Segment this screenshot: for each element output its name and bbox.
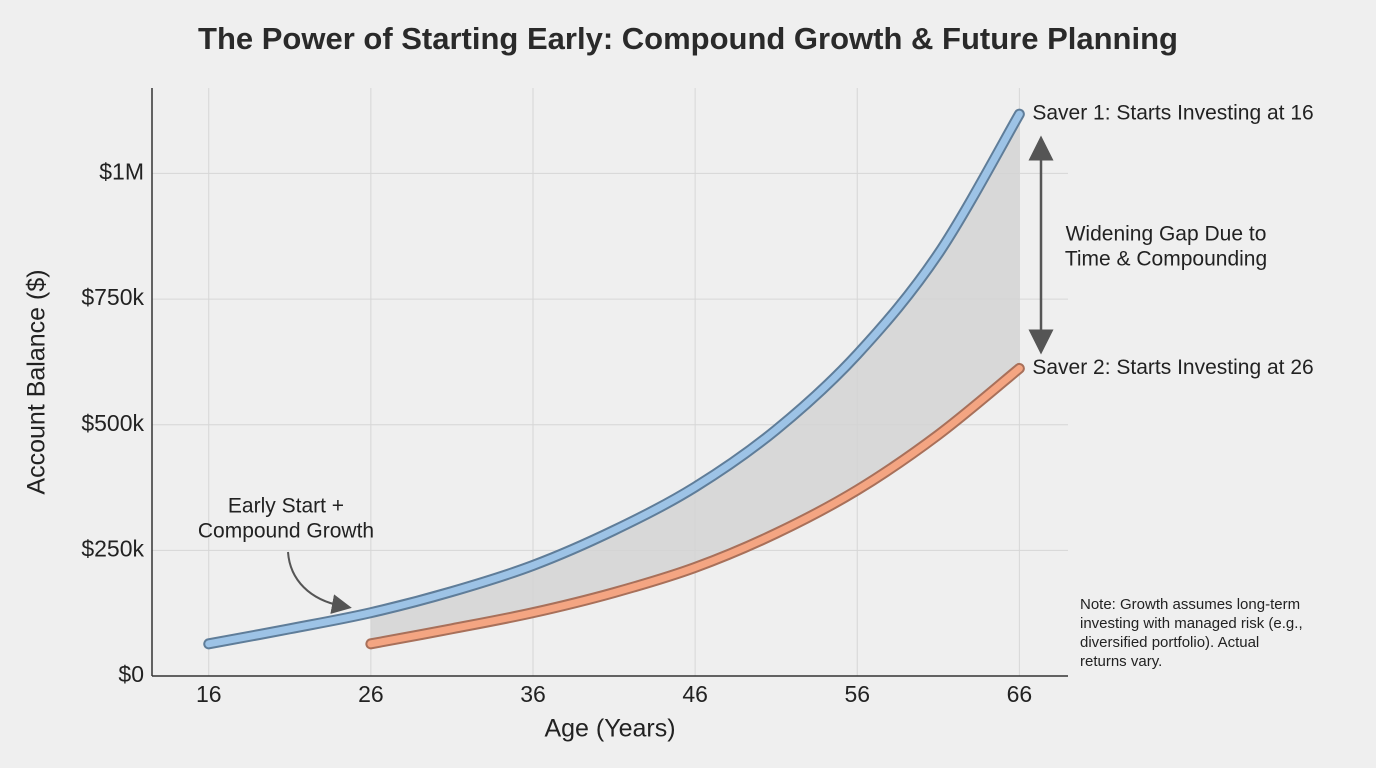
annotation: Time & Compounding: [1065, 248, 1267, 271]
x-tick-label: 66: [1007, 681, 1033, 707]
series-label: Saver 1: Starts Investing at 16: [1032, 102, 1313, 125]
line: [367, 364, 1023, 648]
y-tick-label: $0: [118, 661, 144, 687]
y-axis-label: Account Balance ($): [23, 269, 51, 494]
y-tick-label: $1M: [99, 159, 144, 185]
annotation: Widening Gap Due to: [1066, 223, 1267, 246]
series-label: Saver 2: Starts Investing at 26: [1032, 356, 1313, 379]
x-tick-label: 36: [520, 681, 546, 707]
note: returns vary.: [1080, 653, 1162, 670]
annotation: Early Start +: [228, 495, 344, 518]
x-tick-label: 16: [196, 681, 222, 707]
x-axis-label: Age (Years): [544, 715, 675, 743]
x-tick-label: 26: [358, 681, 384, 707]
chart-title: The Power of Starting Early: Compound Gr…: [198, 21, 1178, 56]
line: [205, 110, 1023, 648]
x-tick-label: 56: [844, 681, 870, 707]
y-tick-label: $250k: [81, 535, 144, 561]
y-tick-label: $500k: [81, 410, 144, 436]
x-tick-label: 46: [682, 681, 708, 707]
annotation: Compound Growth: [198, 520, 374, 543]
annotation-arrow: [287, 551, 352, 614]
gap-shading: [370, 114, 1020, 644]
note: diversified portfolio). Actual: [1080, 634, 1259, 651]
note: Note: Growth assumes long-term: [1080, 596, 1300, 613]
y-tick-label: $750k: [81, 284, 144, 310]
lines: [203, 108, 1025, 650]
note: investing with managed risk (e.g.,: [1080, 615, 1303, 632]
